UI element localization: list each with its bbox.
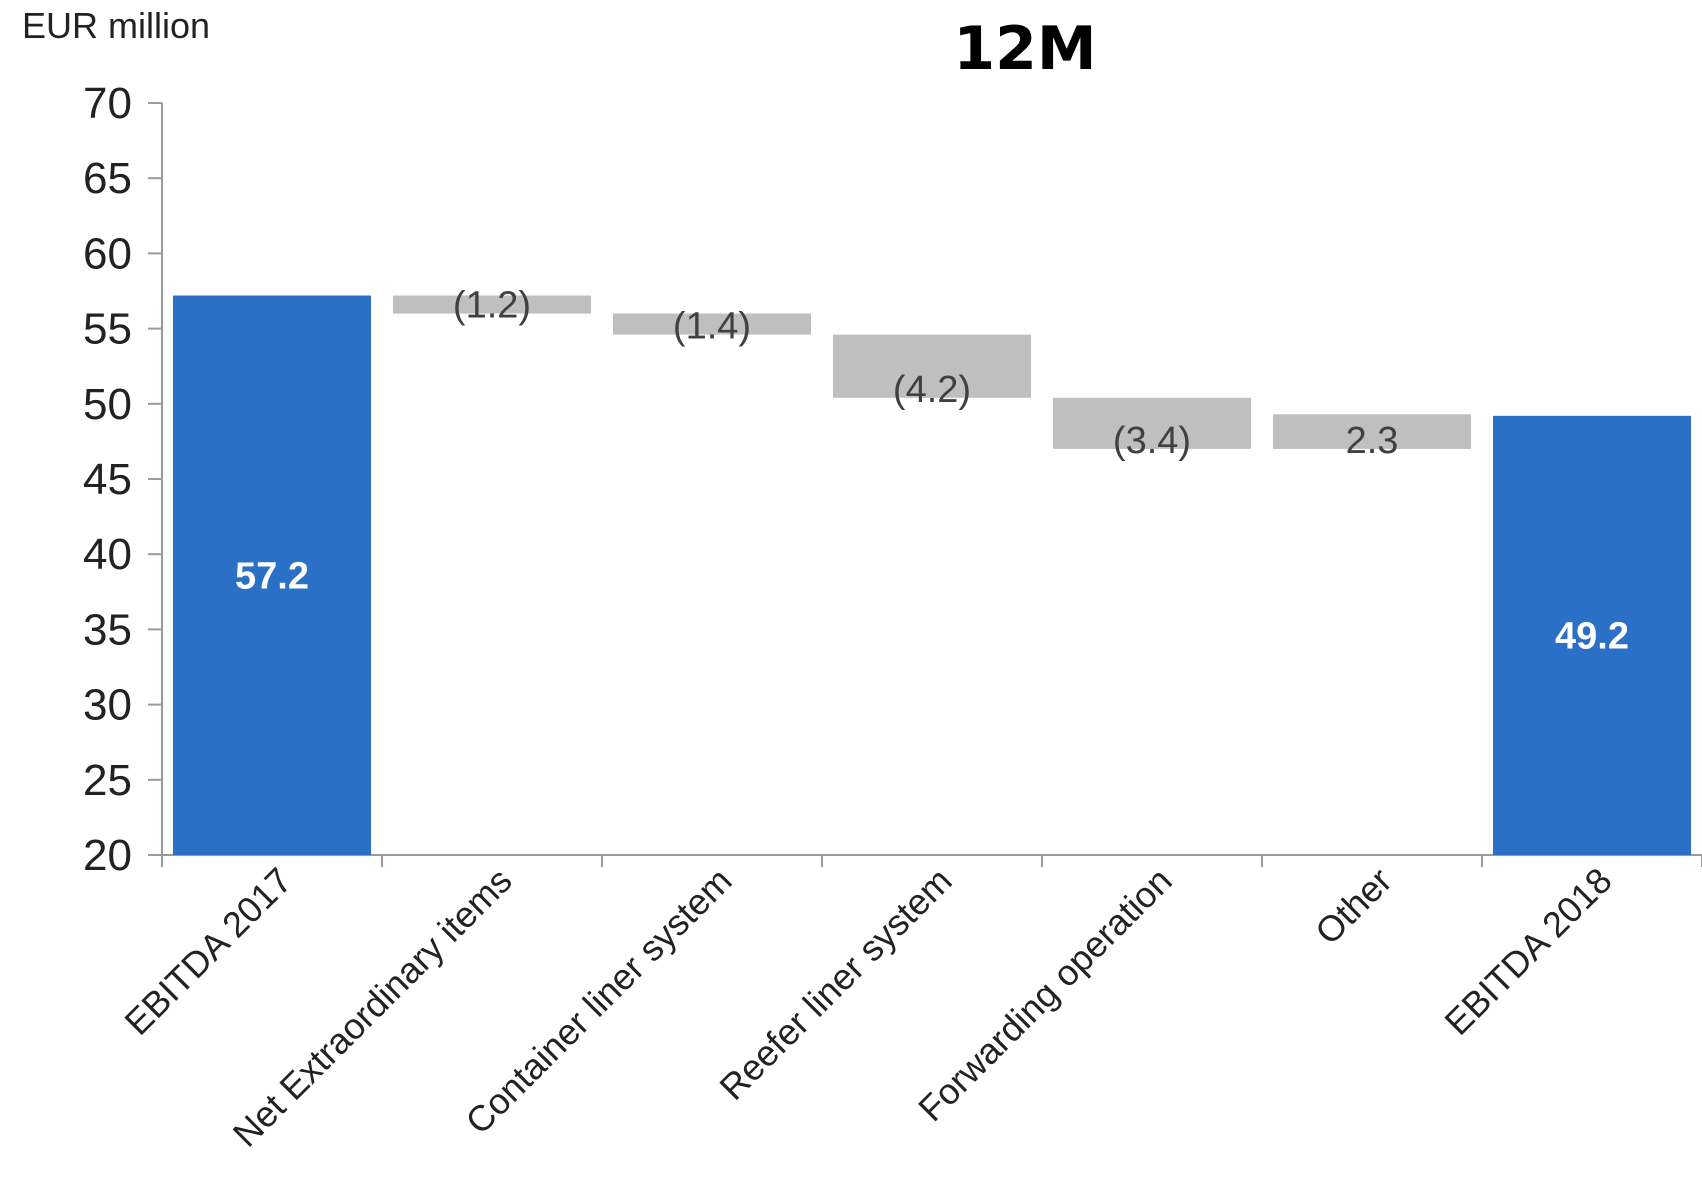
x-tick-label: Other bbox=[1307, 860, 1400, 953]
y-tick-label: 50 bbox=[83, 380, 132, 429]
delta-bar bbox=[393, 295, 591, 314]
y-tick-label: 25 bbox=[83, 756, 132, 805]
delta-bar bbox=[833, 334, 1031, 398]
unit-label: EUR million bbox=[22, 5, 210, 46]
y-tick-label: 45 bbox=[83, 455, 132, 504]
x-tick-label: Reefer liner system bbox=[711, 860, 959, 1108]
y-tick-label: 60 bbox=[83, 229, 132, 278]
data-labels: 57.2 (1.2) (1.4) (4.2) (3.4) 2.3 49.2 bbox=[235, 285, 1629, 658]
y-tick-label: 20 bbox=[83, 831, 132, 880]
x-tick-label: EBITDA 2017 bbox=[116, 860, 299, 1043]
y-tick-label: 55 bbox=[83, 305, 132, 354]
chart-title: 12M bbox=[953, 14, 1096, 84]
total-bar bbox=[173, 295, 371, 856]
bars bbox=[173, 295, 1691, 856]
x-tick-label: EBITDA 2018 bbox=[1436, 860, 1619, 1043]
delta-bar bbox=[1273, 414, 1471, 449]
delta-data-label: 2.3 bbox=[1346, 420, 1399, 462]
x-tick-label: Forwarding operation bbox=[910, 860, 1180, 1130]
y-tick-label: 30 bbox=[83, 681, 132, 730]
delta-bar bbox=[1053, 397, 1251, 449]
delta-data-label: (4.2) bbox=[893, 369, 971, 411]
total-data-label: 57.2 bbox=[235, 555, 309, 597]
delta-bar bbox=[613, 313, 811, 335]
delta-data-label: (1.2) bbox=[453, 285, 531, 327]
y-tick-label: 40 bbox=[83, 530, 132, 579]
y-tick-label: 35 bbox=[83, 605, 132, 654]
delta-data-label: (1.4) bbox=[673, 306, 751, 348]
y-tick-label: 70 bbox=[83, 79, 132, 128]
y-tick-label: 65 bbox=[83, 154, 132, 203]
total-data-label: 49.2 bbox=[1555, 615, 1629, 657]
delta-data-label: (3.4) bbox=[1113, 420, 1191, 462]
total-bar bbox=[1493, 415, 1691, 855]
